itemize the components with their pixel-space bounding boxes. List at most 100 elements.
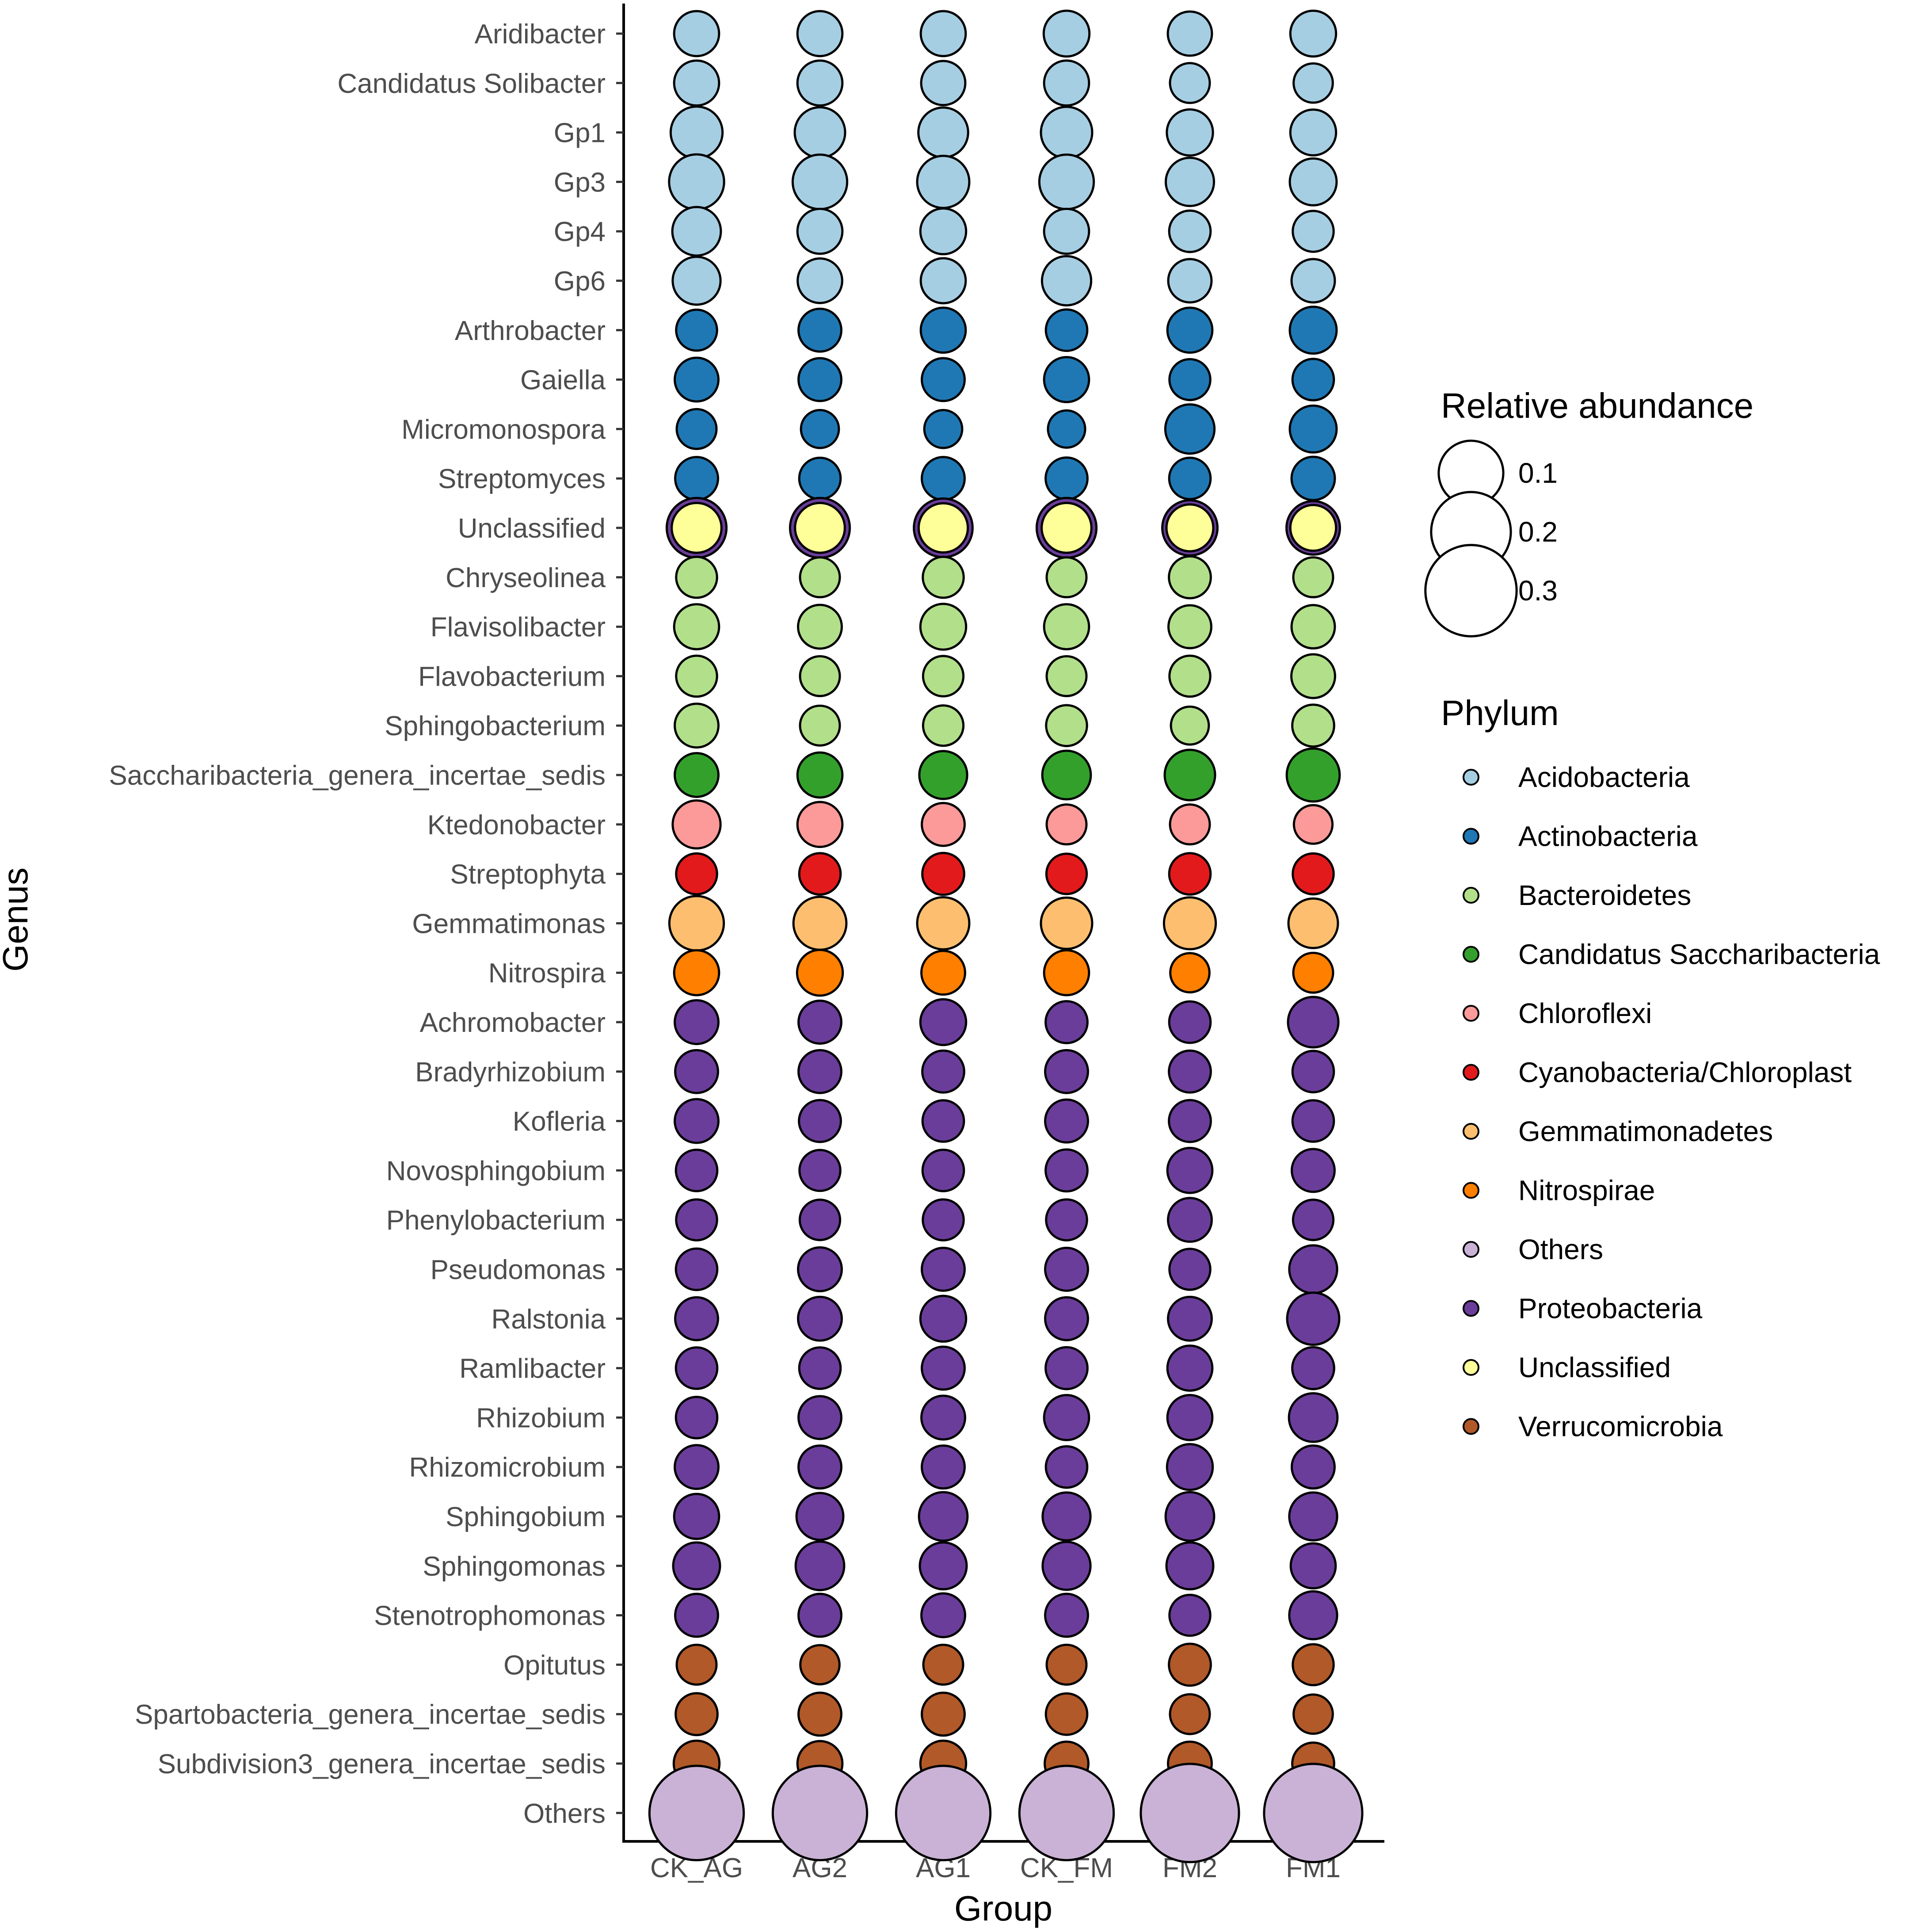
bubble bbox=[1291, 1099, 1335, 1143]
bubble bbox=[1169, 803, 1211, 846]
bubble bbox=[794, 502, 846, 554]
y-tick-label: Rhizomicrobium bbox=[409, 1452, 606, 1483]
bubble bbox=[797, 357, 842, 402]
bubble bbox=[1167, 1197, 1213, 1243]
color-legend-label: Verrucomicrobia bbox=[1518, 1411, 1723, 1443]
bubble bbox=[798, 1346, 842, 1390]
bubble bbox=[918, 750, 968, 800]
color-legend-swatch bbox=[1463, 946, 1479, 963]
bubble bbox=[673, 949, 720, 997]
bubble bbox=[793, 106, 846, 159]
bubble bbox=[1047, 409, 1086, 449]
bubble bbox=[1044, 1445, 1089, 1489]
bubble bbox=[792, 896, 848, 951]
y-tick-label: Novosphingobium bbox=[386, 1156, 606, 1186]
bubble bbox=[921, 1049, 965, 1094]
bubble bbox=[921, 357, 966, 402]
bubble bbox=[1042, 9, 1091, 58]
color-legend-swatch bbox=[1463, 769, 1479, 786]
color-legend-swatch bbox=[1463, 1005, 1479, 1022]
bubble bbox=[1044, 1148, 1089, 1193]
bubble bbox=[1164, 157, 1216, 207]
bubble bbox=[771, 1764, 869, 1861]
bubble bbox=[797, 603, 843, 650]
bubble bbox=[1044, 1692, 1089, 1736]
bubble bbox=[1041, 1491, 1092, 1542]
bubble bbox=[1287, 897, 1339, 949]
bubble bbox=[1040, 502, 1093, 554]
bubble bbox=[1044, 1592, 1089, 1638]
bubble bbox=[920, 1592, 966, 1638]
bubble bbox=[798, 1099, 842, 1143]
bubble bbox=[1292, 62, 1334, 104]
bubble bbox=[1044, 1000, 1089, 1044]
x-axis-title: Group bbox=[954, 1889, 1052, 1928]
bubble bbox=[797, 307, 842, 353]
bubble bbox=[1045, 803, 1088, 846]
bubble bbox=[1043, 1394, 1090, 1441]
bubble bbox=[674, 356, 720, 403]
bubble bbox=[1166, 1394, 1214, 1441]
bubble bbox=[1168, 1049, 1212, 1094]
bubble bbox=[668, 895, 725, 952]
y-tick-label: Ramlibacter bbox=[459, 1354, 606, 1384]
bubble bbox=[1043, 59, 1090, 107]
bubble bbox=[791, 153, 849, 210]
bubble bbox=[671, 206, 722, 257]
bubble bbox=[1168, 1248, 1212, 1291]
bubble bbox=[919, 257, 967, 305]
bubble bbox=[1292, 1199, 1335, 1241]
color-legend-swatch bbox=[1463, 1123, 1479, 1140]
bubble bbox=[1290, 258, 1336, 304]
bubble bbox=[668, 153, 725, 211]
color-legend-label: Chloroflexi bbox=[1518, 997, 1652, 1029]
bubble bbox=[1166, 10, 1213, 57]
bubble bbox=[1289, 504, 1338, 552]
bubble bbox=[796, 257, 843, 304]
bubble bbox=[919, 10, 967, 57]
bubble bbox=[674, 1592, 719, 1638]
bubble bbox=[1162, 896, 1217, 951]
bubble bbox=[1166, 306, 1214, 354]
bubble bbox=[797, 1444, 842, 1490]
bubble bbox=[1292, 556, 1334, 599]
bubble bbox=[1168, 209, 1212, 253]
bubble bbox=[675, 408, 718, 450]
bubble bbox=[1168, 1000, 1212, 1044]
bubble bbox=[1166, 108, 1214, 157]
bubble bbox=[1288, 1491, 1338, 1542]
bubble bbox=[920, 60, 967, 107]
bubble bbox=[921, 851, 965, 896]
bubble bbox=[1291, 703, 1335, 748]
bubble bbox=[918, 1541, 968, 1591]
bubble bbox=[1168, 1099, 1212, 1143]
size-legend-items: 0.1 0.2 0.3 bbox=[1424, 439, 1558, 638]
bubble bbox=[673, 603, 720, 650]
bubble bbox=[919, 603, 968, 651]
y-tick-label: Gp6 bbox=[554, 266, 606, 297]
bubble bbox=[1043, 207, 1090, 255]
bubble bbox=[1166, 1344, 1214, 1392]
bubble bbox=[674, 1049, 719, 1094]
bubble bbox=[797, 1395, 842, 1440]
y-tick-label: Subdivision3_genera_incertae_sedis bbox=[158, 1749, 606, 1779]
color-legend-swatch bbox=[1463, 887, 1479, 904]
y-tick-label: Stenotrophomonas bbox=[374, 1601, 606, 1631]
y-tick-label: Opitutus bbox=[503, 1650, 606, 1680]
bubble bbox=[675, 1149, 719, 1192]
bubble bbox=[1139, 1763, 1240, 1863]
bubble bbox=[1291, 1346, 1335, 1390]
bubble bbox=[798, 1199, 842, 1241]
y-tick-label: Nitrospira bbox=[488, 958, 606, 989]
bubble bbox=[1286, 1291, 1341, 1346]
bubble bbox=[1167, 1295, 1213, 1342]
bubble bbox=[922, 556, 965, 599]
bubble bbox=[1045, 1643, 1088, 1686]
bubble bbox=[895, 1764, 992, 1861]
bubble bbox=[674, 999, 720, 1045]
color-legend-label: Candidatus Saccharibacteria bbox=[1518, 939, 1880, 970]
bubble bbox=[922, 655, 965, 698]
bubble bbox=[797, 1691, 842, 1737]
bubble bbox=[797, 1295, 843, 1342]
bubble bbox=[1164, 1491, 1216, 1542]
